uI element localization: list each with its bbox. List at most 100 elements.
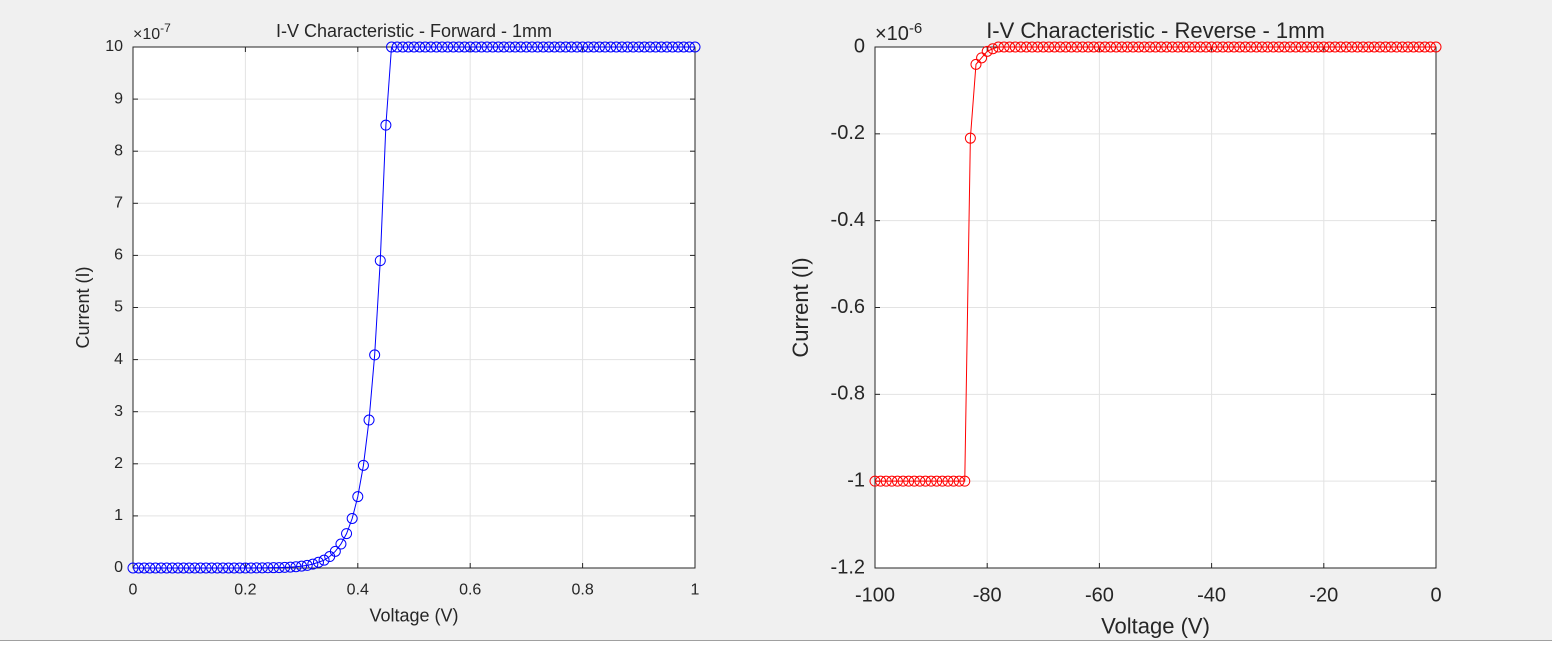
data-marker	[520, 41, 532, 53]
y-axis-label: Current (I)	[788, 257, 813, 357]
data-marker	[1015, 41, 1027, 53]
data-marker	[616, 41, 628, 53]
data-marker	[1340, 41, 1352, 53]
data-marker	[1413, 41, 1425, 53]
data-marker	[1166, 41, 1178, 53]
data-marker	[1329, 41, 1341, 53]
data-marker	[453, 41, 465, 53]
data-marker	[307, 558, 319, 570]
data-marker	[138, 562, 150, 574]
data-marker	[425, 41, 437, 53]
data-marker	[1228, 41, 1240, 53]
data-marker	[301, 559, 313, 571]
data-marker	[228, 562, 240, 574]
data-marker	[380, 119, 392, 131]
data-marker	[588, 41, 600, 53]
data-marker	[948, 475, 960, 487]
y-exponent-base: ×10	[133, 26, 160, 43]
data-marker	[335, 538, 347, 550]
y-tick-label: 7	[114, 195, 123, 212]
data-marker	[936, 475, 948, 487]
data-marker	[1032, 41, 1044, 53]
data-marker	[987, 43, 999, 55]
data-marker	[565, 41, 577, 53]
data-marker	[560, 41, 572, 53]
data-marker	[1301, 41, 1313, 53]
data-marker	[391, 41, 403, 53]
data-marker	[1363, 41, 1375, 53]
data-marker	[419, 41, 431, 53]
x-tick-label: -100	[855, 584, 895, 606]
x-tick-label: 0	[129, 582, 138, 599]
data-marker	[1043, 41, 1055, 53]
data-marker	[475, 41, 487, 53]
data-marker	[577, 41, 589, 53]
data-marker	[1408, 41, 1420, 53]
data-marker	[245, 562, 257, 574]
data-marker	[869, 475, 881, 487]
data-marker	[1065, 41, 1077, 53]
data-marker	[919, 475, 931, 487]
data-marker	[678, 41, 690, 53]
data-marker	[1200, 41, 1212, 53]
data-marker	[1105, 41, 1117, 53]
data-marker	[1133, 41, 1145, 53]
data-marker	[172, 562, 184, 574]
data-marker	[239, 562, 251, 574]
data-marker	[515, 41, 527, 53]
data-marker	[487, 41, 499, 53]
data-marker	[1267, 41, 1279, 53]
data-marker	[1273, 41, 1285, 53]
x-tick-label: -40	[1197, 584, 1226, 606]
y-tick-label: 4	[114, 351, 123, 368]
y-tick-label: 0	[854, 35, 865, 57]
data-marker	[346, 513, 358, 525]
data-marker	[329, 545, 341, 557]
y-exponent: ×10-6	[875, 20, 922, 45]
data-marker	[903, 475, 915, 487]
data-marker	[1049, 41, 1061, 53]
x-tick-label: -80	[973, 584, 1002, 606]
data-marker	[970, 58, 982, 70]
data-marker	[1290, 41, 1302, 53]
data-marker	[1116, 41, 1128, 53]
data-marker	[1206, 41, 1218, 53]
data-marker	[223, 562, 235, 574]
y-axis-label: Current (I)	[73, 266, 93, 348]
data-marker	[459, 41, 471, 53]
data-marker	[593, 41, 605, 53]
y-tick-label: 0	[114, 559, 123, 576]
data-marker	[273, 562, 285, 574]
data-marker	[683, 41, 695, 53]
data-marker	[194, 562, 206, 574]
data-marker	[363, 414, 375, 426]
y-tick-label: 9	[114, 90, 123, 107]
y-exponent: ×10-7	[133, 21, 171, 43]
data-marker	[256, 562, 268, 574]
data-marker	[1060, 41, 1072, 53]
data-marker	[1424, 41, 1436, 53]
data-marker	[610, 41, 622, 53]
data-marker	[1161, 41, 1173, 53]
data-marker	[481, 41, 493, 53]
data-marker	[1099, 41, 1111, 53]
data-line	[875, 46, 1436, 482]
data-marker	[262, 562, 274, 574]
data-marker	[605, 41, 617, 53]
data-marker	[599, 41, 611, 53]
y-tick-label: 6	[114, 247, 123, 264]
data-marker	[627, 41, 639, 53]
data-marker	[689, 41, 701, 53]
data-marker	[430, 41, 442, 53]
data-marker	[633, 41, 645, 53]
data-marker	[1004, 41, 1016, 53]
data-marker	[953, 475, 965, 487]
data-marker	[549, 41, 560, 53]
data-marker	[397, 41, 409, 53]
data-marker	[408, 41, 420, 53]
data-marker	[149, 562, 161, 574]
data-marker	[1071, 41, 1083, 53]
data-marker	[644, 41, 656, 53]
data-marker	[1430, 41, 1442, 53]
data-marker	[1155, 41, 1167, 53]
